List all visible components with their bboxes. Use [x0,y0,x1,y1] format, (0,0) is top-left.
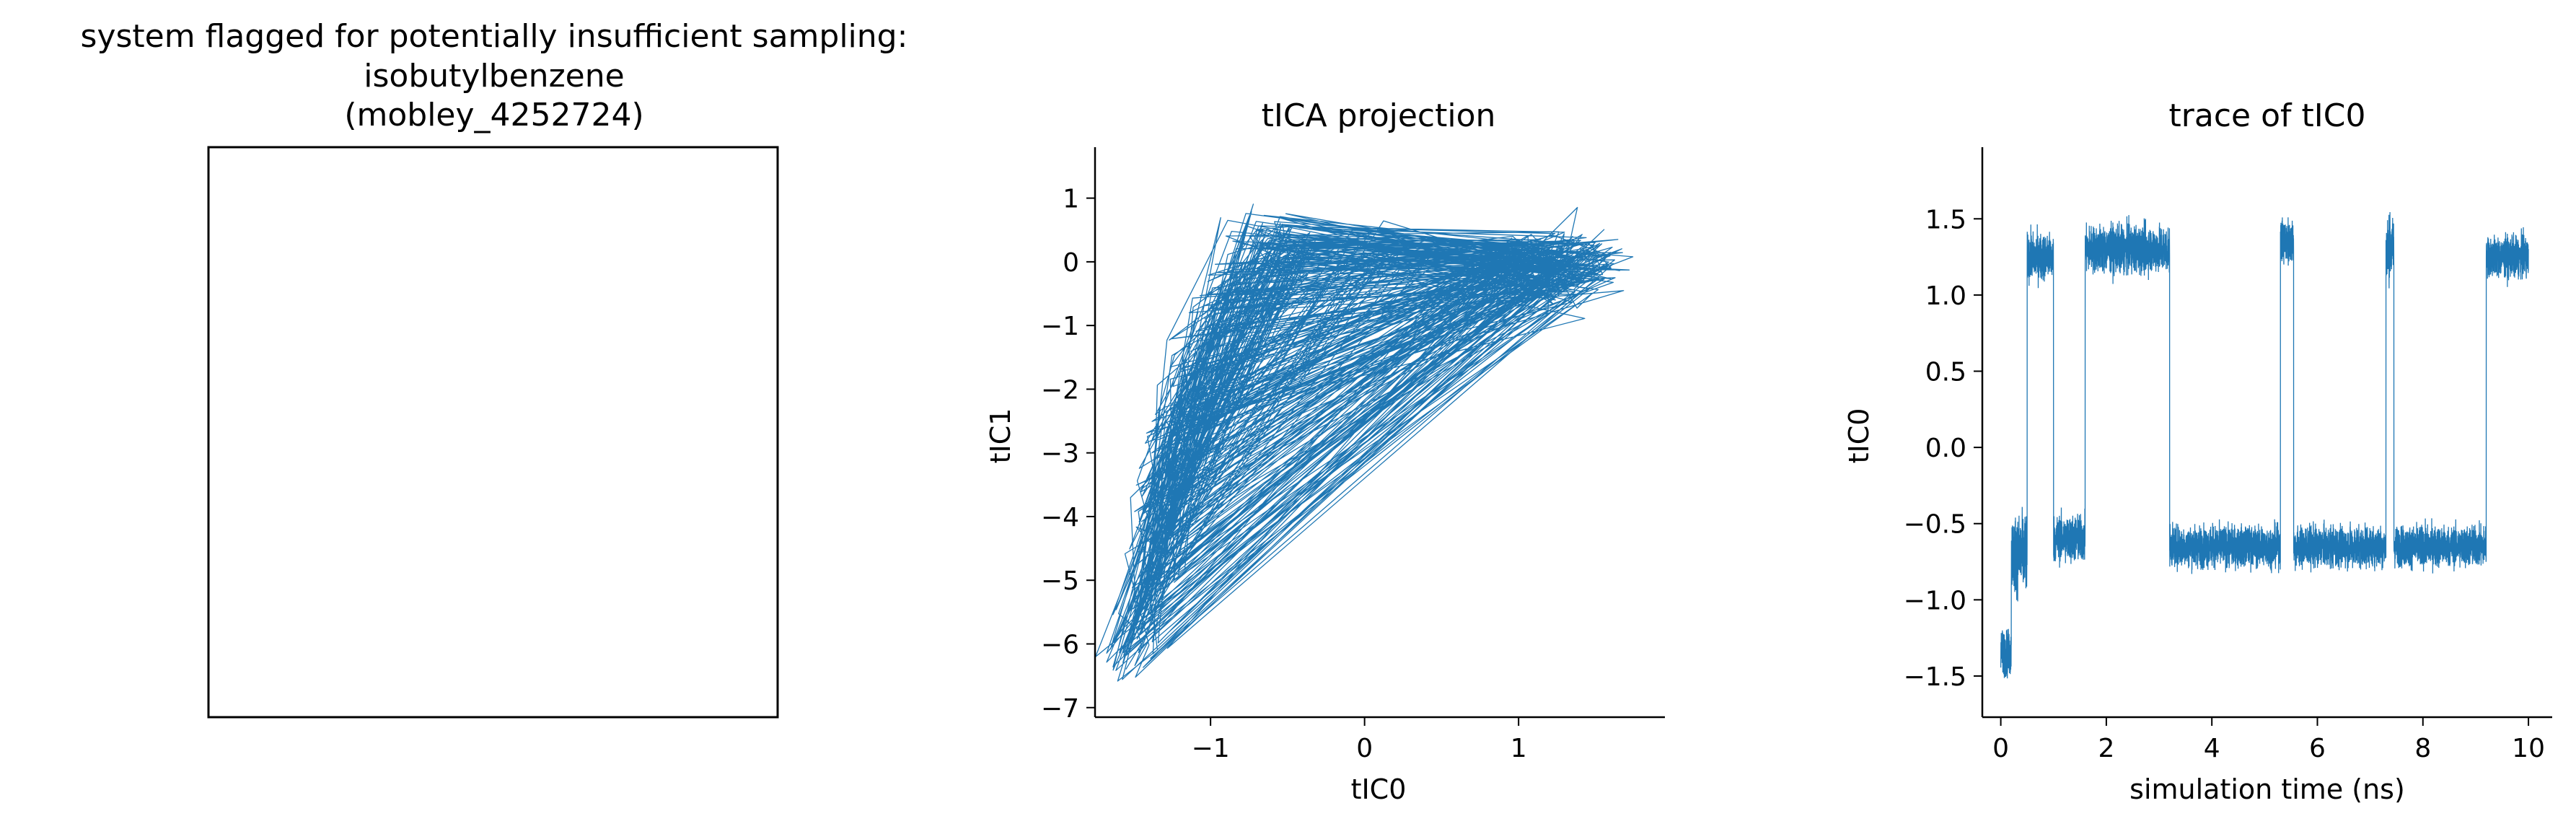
tic0-trace-x-tick-label: 6 [2309,734,2326,763]
tica-y-tick-label: 1 [1063,185,1079,214]
tica-y-axis-label: tIC1 [985,408,1016,464]
tic0-trace-x-tick-label: 0 [1992,734,2009,763]
tica-axes: −1 0 1 −7 −6 −5 −4 −3 −2 −1 0 1 [1041,147,1665,763]
tic0-trace-y-axis-label: tIC0 [1843,408,1875,464]
tic0-trace-axes: 0 2 4 6 8 10 −1.5 −1.0 −0.5 0.0 0.5 1.0 1.5 [1904,147,2552,763]
molecule-image-frame [207,146,779,719]
tic0-trace-x-tick-label: 10 [2512,734,2545,763]
tica-x-tick-label: −1 [1192,734,1230,763]
tic0-trace-x-tick-label: 2 [2098,734,2114,763]
tic0-trace-path [2000,211,2529,679]
tic0-trace-x-tick-label: 4 [2204,734,2220,763]
tic0-trace-y-tick-label: 1.0 [1925,281,1966,311]
tica-y-tick-label: −2 [1041,375,1079,405]
tica-x-tick-label: 1 [1511,734,1527,763]
tic0-trace-x-tick-label: 8 [2414,734,2431,763]
tic0-trace-y-tick-label: 0.0 [1925,434,1966,463]
tic0-trace-y-tick-label: 1.5 [1925,205,1966,234]
tica-y-tick-label: −1 [1041,312,1079,341]
tic0-trace-x-axis-label: simulation time (ns) [2129,773,2405,805]
tic0-trace-panel: trace of tIC0 0 2 4 6 8 10 −1.5 −1.0 −0.5 0.0 0.5 1… [1843,97,2552,805]
tic0-trace-line [2000,211,2529,679]
tic0-trace-y-tick-label: −1.5 [1904,662,1966,692]
flag-title-line-3: (mobley_4252724) [344,97,643,133]
tic0-trace-y-tick-label: −0.5 [1904,510,1966,540]
tica-y-tick-label: −3 [1041,439,1079,469]
tic0-trace-y-tick-label: −1.0 [1904,586,1966,615]
tica-y-tick-label: −5 [1041,566,1079,596]
tic0-trace-title: trace of tIC0 [2169,97,2366,134]
tica-projection-panel: tICA projection −1 0 1 −7 −6 −5 −4 −3 −2 −1 0 1 tIC… [985,97,1665,805]
tica-y-tick-label: −6 [1041,630,1079,659]
molecule-panel: system flagged for potentially insuffici… [81,18,908,719]
tica-y-tick-label: 0 [1063,248,1079,278]
tica-trajectory [1094,203,1634,682]
tic0-trace-y-tick-label: 0.5 [1925,358,1966,387]
tica-trajectory-path [1094,203,1634,682]
tica-y-tick-label: −4 [1041,503,1079,532]
tica-projection-title: tICA projection [1262,97,1496,134]
tica-x-tick-label: 0 [1356,734,1373,763]
tica-x-axis-label: tIC0 [1351,773,1407,805]
tica-y-tick-label: −7 [1041,694,1079,724]
flag-title-line-1: system flagged for potentially insuffici… [81,18,908,55]
flag-title-line-2: isobutylbenzene [364,58,624,95]
